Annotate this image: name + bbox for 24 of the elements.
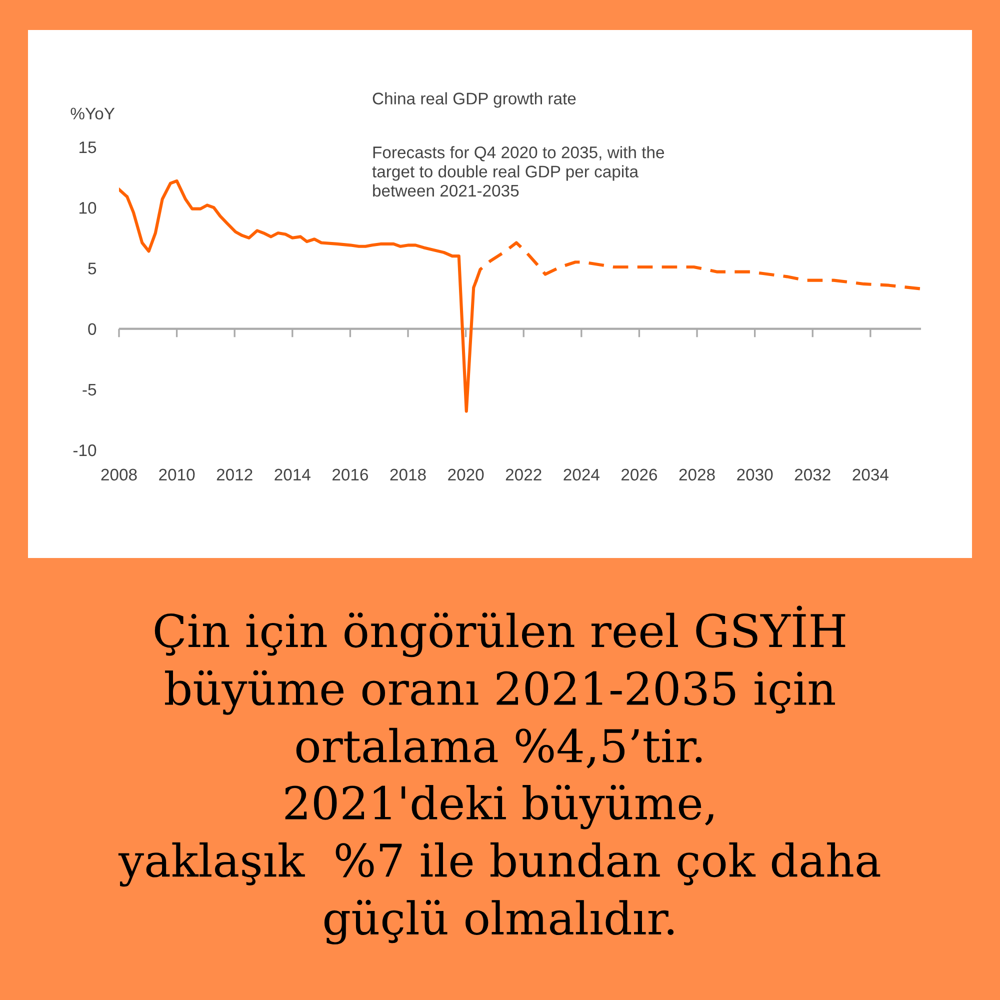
x-tick-label: 2010 <box>159 468 195 481</box>
y-axis-title: %YoY <box>70 108 115 120</box>
x-tick-label: 2026 <box>622 468 658 481</box>
text: Çin için öngörülen reel GSYİH büyüme oranı 2021-2035 için ortalama %4,5’tir. 2021'deki büyüme, yaklaşık %7 ile bundan çok daha güçlü olmalıdır. <box>118 606 880 944</box>
x-tick-label: 2034 <box>852 468 888 481</box>
text: Forecasts for Q4 2020 to 2035, with the target to double real GDP per capita between 2021-2035 <box>372 146 664 197</box>
chart-title: China real GDP growth rate <box>372 92 576 108</box>
x-tick-label: 2024 <box>564 468 600 481</box>
x-tick-label: 2022 <box>506 468 542 481</box>
y-tick-label: 5 <box>88 262 96 274</box>
y-tick-label: -5 <box>82 384 96 396</box>
x-tick-label: 2008 <box>101 468 137 481</box>
y-tick-label: 10 <box>80 202 96 214</box>
y-tick-label: 0 <box>88 323 96 336</box>
x-tick-label: 2030 <box>737 468 773 481</box>
x-tick-label: 2020 <box>448 468 484 481</box>
y-tick-label: 15 <box>80 142 96 154</box>
x-tick-label: 2018 <box>390 468 426 481</box>
x-tick-label: 2032 <box>794 468 830 481</box>
y-tick-label: -10 <box>73 444 96 456</box>
x-tick-label: 2028 <box>679 468 715 481</box>
x-tick-label: 2016 <box>332 468 368 481</box>
x-tick-label: 2012 <box>216 468 252 481</box>
x-tick-label: 2014 <box>274 468 310 481</box>
